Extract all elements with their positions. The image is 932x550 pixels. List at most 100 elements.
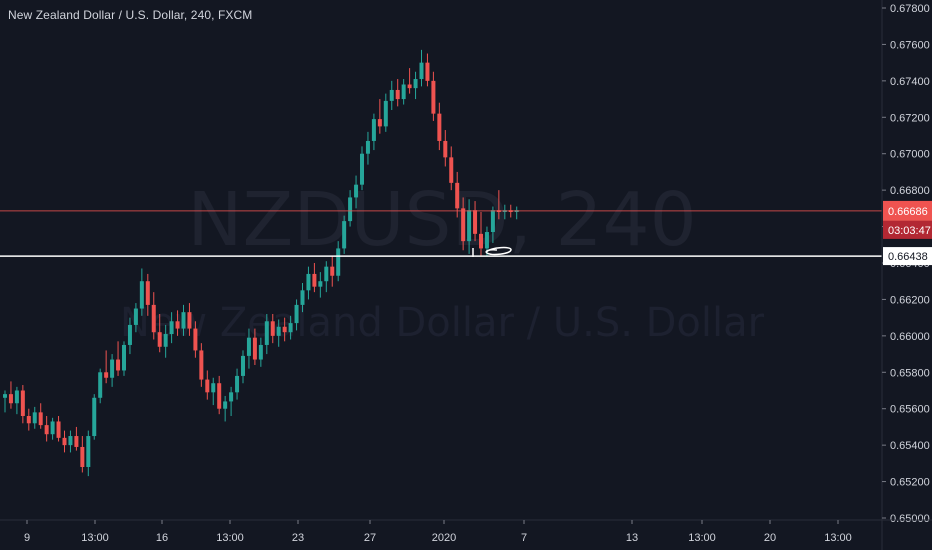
candle-body	[461, 208, 466, 242]
candle-body	[74, 436, 79, 447]
time-tick-label: 20	[764, 532, 776, 544]
candle-up	[348, 190, 353, 227]
candle-body	[443, 140, 448, 158]
candle-up	[139, 268, 144, 316]
price-axis[interactable]: 0.67800 0.67600 0.67400 0.67200 0.67000 0.668…	[881, 0, 930, 550]
candle-down	[407, 68, 412, 94]
candle-body	[270, 321, 275, 336]
candle-body	[312, 273, 317, 287]
candle-up	[354, 175, 359, 209]
candle-up	[294, 299, 299, 331]
candle-body	[169, 321, 174, 335]
time-tick-label: 13:00	[688, 532, 716, 544]
candle-up	[92, 394, 97, 440]
candle-down	[62, 430, 67, 453]
candle-up	[318, 272, 323, 298]
candle-up	[50, 417, 55, 440]
candle-body	[360, 153, 364, 185]
candle-body	[235, 375, 240, 393]
candle-down	[461, 197, 466, 251]
candle-body	[133, 308, 138, 325]
candle-body	[455, 182, 460, 209]
candle-down	[145, 273, 150, 316]
watermark-symbol: NZDUSD, 240	[187, 177, 696, 263]
candle-down	[104, 350, 109, 384]
candle-body	[288, 323, 293, 333]
time-tick-label: 13:00	[81, 532, 109, 544]
candle-down	[330, 255, 335, 287]
price-tick-label: 0.66000	[890, 331, 930, 343]
candle-down	[205, 370, 210, 400]
price-labels: 0.66686 03:03:47 0.66438	[883, 200, 932, 266]
price-tick-label: 0.65800	[890, 367, 930, 379]
candle-body	[86, 436, 91, 467]
candle-body	[44, 425, 49, 435]
candle-down	[395, 79, 400, 107]
candle-down	[282, 317, 287, 342]
time-axis[interactable]: 9 13:00 16 13:00 23 27 2020 7 13 13:00 20 13:00	[0, 519, 932, 544]
candle-body	[145, 281, 150, 305]
candle-up	[14, 386, 19, 415]
candle-up	[163, 324, 168, 358]
candle-body	[389, 89, 394, 101]
time-tick-label: 2020	[432, 532, 456, 544]
time-tick-label: 9	[24, 532, 30, 544]
candle-body	[371, 119, 376, 141]
candle-up	[467, 199, 472, 254]
level-label-box	[883, 247, 932, 266]
candle-down	[449, 146, 454, 191]
candle-body	[300, 290, 305, 305]
candle-up	[342, 215, 347, 254]
candle-up	[98, 368, 103, 404]
candle-body	[92, 397, 97, 437]
candle-body	[467, 210, 472, 242]
candle-body	[14, 390, 19, 404]
candle-up	[86, 430, 91, 477]
candle-body	[32, 412, 37, 424]
candle-up	[306, 266, 311, 300]
time-tick-label: 16	[156, 532, 168, 544]
candle-body	[413, 79, 418, 89]
candle-body	[199, 350, 204, 380]
time-tick-label: 13	[626, 532, 638, 544]
price-tick-label: 0.66200	[890, 294, 930, 306]
candle-down	[80, 436, 85, 473]
candle-body	[217, 383, 222, 409]
candle-body	[306, 273, 311, 291]
price-label-box	[883, 200, 932, 221]
candle-up	[419, 49, 424, 87]
candle-body	[342, 221, 347, 249]
candle-down	[479, 212, 483, 256]
candle-body	[20, 390, 25, 416]
candle-body	[38, 412, 43, 426]
candles-layer	[3, 49, 519, 477]
symbol-watermark: NZDUSD, 240 New Zealand Dollar / U.S. Do…	[120, 177, 765, 346]
candle-body	[282, 326, 287, 333]
chart-title: New Zealand Dollar / U.S. Dollar, 240, F…	[8, 8, 253, 22]
price-tick-label: 0.67400	[890, 76, 930, 88]
candle-up	[324, 261, 329, 293]
candle-body	[68, 436, 73, 446]
candle-down	[151, 292, 156, 340]
candle-body	[50, 421, 55, 435]
candle-up	[229, 386, 234, 416]
candle-body	[484, 232, 489, 249]
candle-up	[365, 131, 370, 165]
level-label-value: 0.66438	[888, 251, 928, 263]
candle-up	[133, 303, 138, 333]
candle-down	[312, 263, 317, 293]
candle-down	[20, 385, 25, 424]
candle-up	[32, 406, 37, 429]
candle-up	[413, 71, 418, 100]
candle-up	[122, 341, 126, 376]
candle-body	[211, 383, 216, 393]
candle-up	[258, 337, 263, 367]
candle-down	[187, 303, 192, 336]
price-tick-label: 0.67800	[890, 3, 930, 15]
drawing-scribble	[485, 246, 512, 256]
candle-body	[330, 266, 335, 276]
price-tick-label: 0.65200	[890, 477, 930, 489]
candle-body	[193, 328, 198, 351]
candle-up	[211, 377, 216, 406]
